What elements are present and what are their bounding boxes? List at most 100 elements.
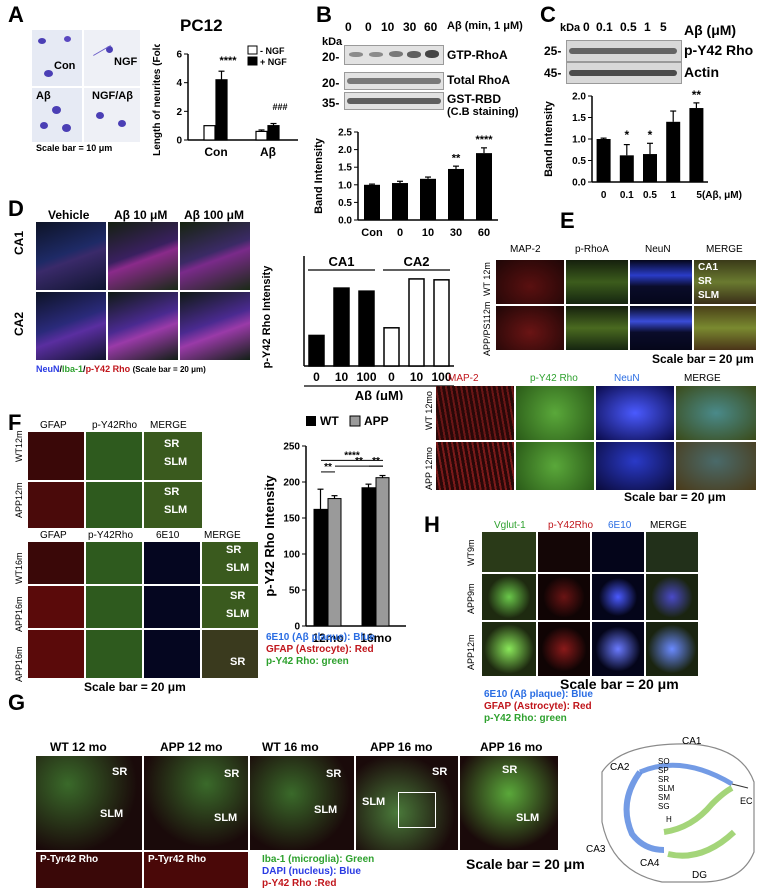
d-legend-py42: p-Y42 Rho xyxy=(85,364,131,374)
chart-c: 0.0 0.5 1.0 1.5 2.0 Band Intensity 0 0.1 0.5 1 5(A… xyxy=(543,88,742,201)
g-legend-py42: p-Y42 Rho :Red xyxy=(262,878,337,889)
chart-d: p-Y42 Rho Intensity 0 10 100 0 10 100 CA1 CA2 Aβ … xyxy=(261,254,454,400)
f-ytick-label: 50 xyxy=(289,586,301,597)
f2-img-5 xyxy=(28,586,84,628)
b-bar xyxy=(420,178,436,220)
b-xtick-label: 0 xyxy=(397,227,403,239)
f-img-1 xyxy=(28,432,84,480)
f2-img-10 xyxy=(86,630,142,678)
c-lane-2: 0.5 xyxy=(620,20,637,34)
f-sig-3: **** xyxy=(344,450,360,461)
f2-img-9 xyxy=(28,630,84,678)
h-col-merge: MERGE xyxy=(650,520,687,531)
b-kda-mark-2: 20- xyxy=(322,76,340,90)
c-xtick-label: 5(Aβ, μM) xyxy=(696,190,742,201)
d-xlabel: Aβ (μM) xyxy=(355,388,403,400)
e-img-1 xyxy=(496,260,564,304)
b-lane-1: 0 xyxy=(365,20,372,34)
e-scale-bar-2: Scale bar = 20 μm xyxy=(624,490,726,504)
d-img-ca1-vehicle xyxy=(36,222,106,290)
e-col2-py42: p-Y42 Rho xyxy=(530,373,578,384)
d-xtick-label: 10 xyxy=(410,370,424,384)
h-col-vglut: Vglut-1 xyxy=(494,520,526,531)
e-row2-app: APP 12mo xyxy=(424,447,434,490)
d-stain-legend: NeuN/Iba-1/p-Y42 Rho (Scale bar = 20 μm) xyxy=(36,364,206,374)
hippo-dg: DG xyxy=(692,870,707,881)
b-xtick-label: 60 xyxy=(478,227,490,239)
panel-letter-f: F xyxy=(8,410,22,435)
hippo-slm: SLM xyxy=(658,784,675,793)
panel-letter-e: E xyxy=(560,208,575,233)
d-bar xyxy=(308,334,325,367)
a-ytick-label: 0 xyxy=(176,136,182,147)
a-scale-bar: Scale bar = 10 μm xyxy=(36,143,113,153)
f-bar xyxy=(327,498,342,627)
e-img-5 xyxy=(496,306,564,350)
e-row2-wt: WT 12mo xyxy=(424,391,434,430)
h-legend-gfap: GFAP (Astrocyte): Red xyxy=(484,701,592,712)
panel-letter-g: G xyxy=(8,690,26,715)
b-kda-mark-3: 35- xyxy=(322,96,340,110)
f-legend-swatch-2 xyxy=(349,415,361,427)
d-legend-iba: Iba-1 xyxy=(62,364,84,374)
f-ytick-label: 150 xyxy=(283,514,300,525)
b-sig-2: **** xyxy=(475,134,493,146)
h-row-wt9: WT9m xyxy=(466,539,476,567)
c-bar xyxy=(619,155,634,182)
b-kda: kDa xyxy=(322,36,343,48)
f2-img-3 xyxy=(144,542,200,584)
hippo-ec: EC xyxy=(740,796,753,806)
hippo-sm: SM xyxy=(658,793,670,802)
e-col2-merge: MERGE xyxy=(684,373,721,384)
h-row-app9: APP9m xyxy=(466,583,476,614)
f-img-4 xyxy=(28,482,84,528)
c-xtick-label: 1 xyxy=(670,190,676,201)
d-img-ca2-ab100 xyxy=(180,292,250,360)
hippo-ca4: CA4 xyxy=(640,858,660,869)
h-row-app12: APP12m xyxy=(466,634,476,670)
a-bar xyxy=(267,125,280,141)
c-sig-3: ** xyxy=(692,88,702,102)
c-xtick-label: 0 xyxy=(601,190,607,201)
d-ylabel: p-Y42 Rho Intensity xyxy=(261,265,273,369)
f-legend-swatch-1 xyxy=(306,416,316,426)
a-legend-swatch-1 xyxy=(247,45,258,55)
b-sig-1: ** xyxy=(452,152,461,164)
hippo-sp: SP xyxy=(658,766,669,775)
f-scale-bar: Scale bar = 20 μm xyxy=(84,680,186,694)
b-ytick-label: 0.0 xyxy=(338,216,352,227)
d-img-ca2-vehicle xyxy=(36,292,106,360)
g-legend-dapi: DAPI (nucleus): Blue xyxy=(262,866,361,877)
e-col2-neun: NeuN xyxy=(614,373,640,384)
a-ylabel: Length of neurites (Fold) xyxy=(152,44,163,156)
f-col-py42: p-Y42Rho xyxy=(92,420,138,431)
chart-a: 0 2 4 6 Length of neurites (Fold) Con Aβ **** ##… xyxy=(152,44,298,159)
b-bar xyxy=(476,153,492,220)
a-legend-label-1: - NGF xyxy=(260,46,285,56)
f2-img-2 xyxy=(86,542,142,584)
d-img-ca1-ab100 xyxy=(180,222,250,290)
micro-a-con: Con xyxy=(32,30,82,86)
f2-img-11 xyxy=(144,630,200,678)
f2-img-4: SR SLM xyxy=(202,542,258,584)
e-img-6 xyxy=(566,306,628,350)
b-blot-total xyxy=(344,72,444,90)
g-col-app12: APP 12 mo xyxy=(160,740,223,754)
a-bar xyxy=(215,79,228,141)
e-img-8 xyxy=(694,306,756,350)
g-img-wt12: SR SLM xyxy=(36,756,142,850)
d-xtick-label: 0 xyxy=(313,370,320,384)
f-col2-6e10: 6E10 xyxy=(156,530,180,541)
f-bar xyxy=(375,477,390,627)
c-xtick-label: 0.1 xyxy=(620,190,634,201)
hippo-so: SO xyxy=(658,757,670,766)
b-label-cb: (C.B staining) xyxy=(447,106,519,118)
panel-letter-d: D xyxy=(8,196,24,221)
f2-img-1 xyxy=(28,542,84,584)
h-legend-py42: p-Y42 Rho: green xyxy=(484,713,567,724)
f-bar xyxy=(313,508,328,627)
chart-f: 0 50 100 150 200 250 p-Y42 Rho Intensity 12mo 16… xyxy=(262,414,406,645)
c-label-py42: p-Y42 Rho xyxy=(684,42,754,58)
b-xtick-label: Con xyxy=(361,227,383,239)
g-col-wt16: WT 16 mo xyxy=(262,740,319,754)
